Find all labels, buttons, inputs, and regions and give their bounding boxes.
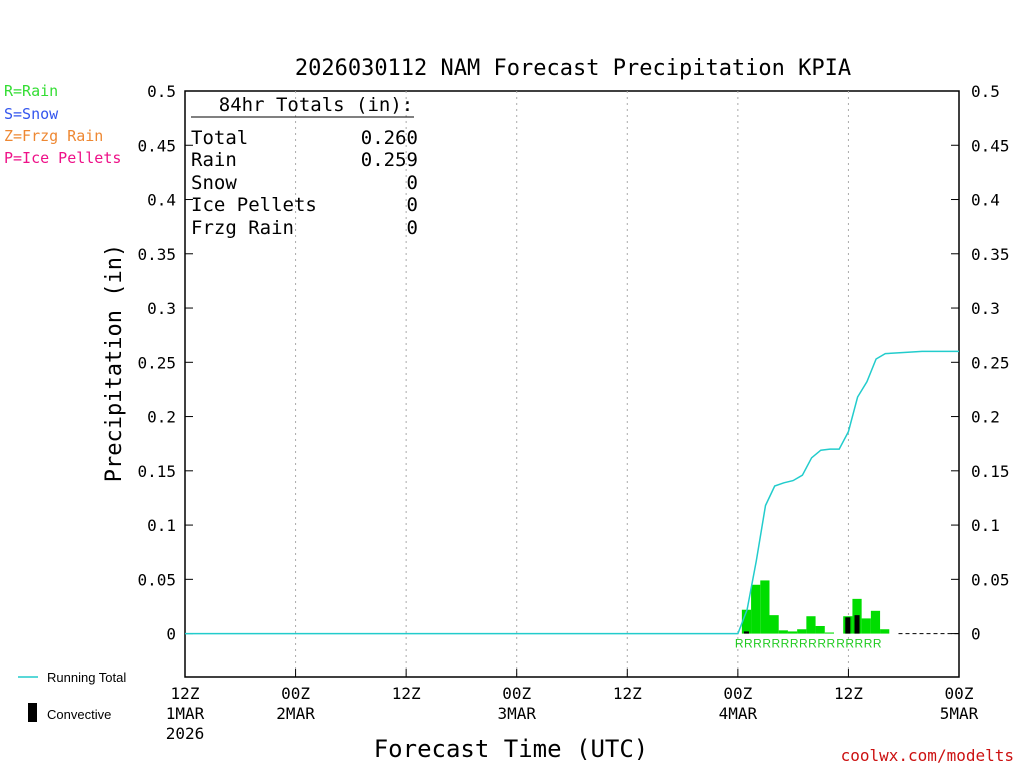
ptype-legend: R=Rain S=Snow Z=Frzg Rain P=Ice Pellets [4, 82, 121, 167]
y-tick-label-left: 0.1 [147, 516, 176, 535]
totals-label-ice-pellets: Ice Pellets [191, 194, 317, 216]
precip-bar [815, 625, 825, 634]
totals-value-total: 0.260 [361, 127, 418, 149]
convective-bar [845, 617, 851, 634]
y-tick-label-left: 0.15 [137, 462, 176, 481]
y-tick-label-left: 0.25 [137, 353, 176, 372]
totals-value-frzg-rain: 0 [407, 217, 418, 239]
running-total-legend-label: Running Total [47, 670, 126, 685]
legend-rain: R=Rain [4, 82, 58, 100]
y-tick-label-right: 0 [971, 625, 981, 644]
convective-bar [854, 615, 860, 634]
series-legend: Running Total Convective [18, 670, 126, 722]
y-tick-label-left: 0.35 [137, 245, 176, 264]
totals-label-snow: Snow [191, 172, 237, 194]
x-tick-label-time: 00Z [502, 684, 531, 703]
y-tick-label-left: 0.05 [137, 570, 176, 589]
precip-bar [797, 629, 807, 634]
convective-bars [743, 615, 860, 634]
legend-ice-pellets: P=Ice Pellets [4, 149, 121, 167]
totals-label-rain: Rain [191, 149, 237, 171]
x-tick-label-time: 00Z [723, 684, 752, 703]
precip-bar [787, 631, 798, 634]
y-tick-label-right: 0.1 [971, 516, 1000, 535]
y-tick-label-left: 0.4 [147, 191, 176, 210]
totals-value-snow: 0 [407, 172, 418, 194]
precip-bar [778, 630, 788, 634]
precip-bar [870, 610, 881, 634]
chart-title: 2026030112 NAM Forecast Precipitation KP… [295, 56, 851, 81]
y-tick-label-left: 0.45 [137, 136, 176, 155]
convective-bar [743, 631, 749, 634]
convective-swatch [28, 703, 37, 722]
precip-bars [741, 580, 890, 634]
totals-label-frzg-rain: Frzg Rain [191, 217, 294, 239]
x-tick-label-time: 00Z [945, 684, 974, 703]
x-tick-label-date: 5MAR [940, 704, 979, 723]
precip-bar [751, 584, 761, 634]
x-tick-label-time: 12Z [171, 684, 200, 703]
y-ticks-right: 0.5 0.45 0.4 0.35 0.3 0.25 0.2 0.15 0.1 0.05 0 [951, 82, 1010, 644]
precip-bar [760, 580, 770, 634]
y-tick-label-left: 0 [166, 625, 176, 644]
y-tick-label-right: 0.35 [971, 245, 1010, 264]
y-tick-label-left: 0.2 [147, 408, 176, 427]
y-tick-label-right: 0.4 [971, 191, 1000, 210]
totals-heading: 84hr Totals (in): [219, 94, 413, 116]
x-tick-label-time: 12Z [613, 684, 642, 703]
y-tick-label-left: 0.5 [147, 82, 176, 101]
totals-box: 84hr Totals (in): Total 0.260 Rain 0.259… [191, 94, 418, 239]
grid-lines [295, 91, 849, 677]
plot-frame [184, 90, 960, 678]
x-tick-label-time: 12Z [392, 684, 421, 703]
x-tick-label-date: 4MAR [719, 704, 758, 723]
ptype-marker-text: RRRRRRRRRRR [735, 637, 836, 651]
ptype-markers: RRRRRRRRRRR RRRRR [735, 637, 882, 651]
precip-bar [806, 616, 816, 634]
y-axis-label: Precipitation (in) [102, 244, 127, 482]
x-tick-label-time: 12Z [834, 684, 863, 703]
precip-bar [769, 615, 779, 634]
y-tick-label-right: 0.2 [971, 408, 1000, 427]
y-tick-label-right: 0.05 [971, 570, 1010, 589]
precip-bar [824, 632, 834, 634]
x-tick-label-date: 3MAR [497, 704, 536, 723]
x-tick-label-date: 2MAR [276, 704, 315, 723]
y-ticks-left: 0.5 0.45 0.4 0.35 0.3 0.25 0.2 0.15 0.1 0.05 0 [137, 82, 193, 644]
x-tick-label-date: 1MAR [166, 704, 205, 723]
precip-bar [741, 609, 752, 634]
legend-snow: S=Snow [4, 105, 59, 123]
y-tick-label-right: 0.5 [971, 82, 1000, 101]
convective-legend-label: Convective [47, 707, 111, 722]
totals-label-total: Total [191, 127, 248, 149]
totals-value-ice-pellets: 0 [407, 194, 418, 216]
legend-frzg-rain: Z=Frzg Rain [4, 127, 103, 145]
x-tick-label-year: 2026 [166, 724, 205, 743]
y-tick-label-right: 0.15 [971, 462, 1010, 481]
running-total-line [185, 350, 959, 635]
ptype-marker-text: RRRRR [836, 637, 882, 651]
y-tick-label-left: 0.3 [147, 299, 176, 318]
x-axis-label: Forecast Time (UTC) [374, 735, 649, 763]
totals-value-rain: 0.259 [361, 149, 418, 171]
x-tick-label-time: 00Z [281, 684, 310, 703]
precip-bar [861, 618, 871, 634]
y-tick-label-right: 0.3 [971, 299, 1000, 318]
precip-bar [880, 629, 890, 634]
y-tick-label-right: 0.25 [971, 353, 1010, 372]
credit-text: coolwx.com/modelts [841, 746, 1014, 765]
y-tick-label-right: 0.45 [971, 136, 1010, 155]
